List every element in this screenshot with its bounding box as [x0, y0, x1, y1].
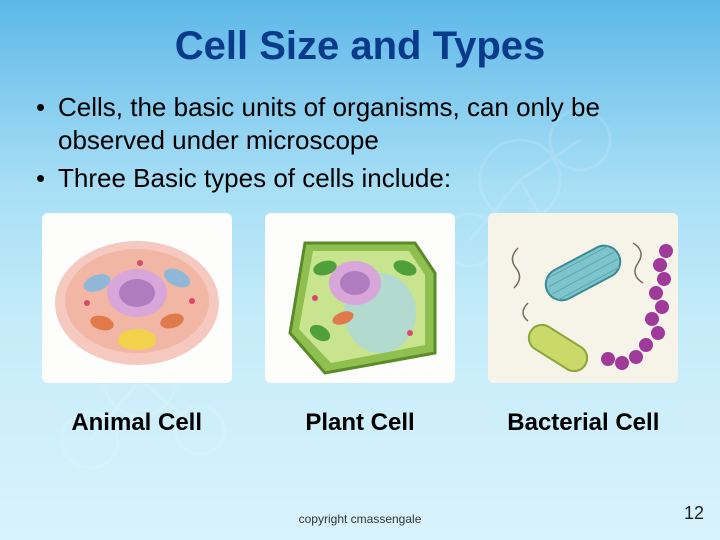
plant-cell-image — [265, 213, 455, 383]
bacterial-cell-column: Bacterial Cell — [477, 213, 690, 437]
slide-title: Cell Size and Types — [30, 24, 690, 69]
bullet-item: Three Basic types of cells include: — [36, 162, 690, 195]
animal-cell-label: Animal Cell — [71, 409, 202, 437]
slide: Cell Size and Types Cells, the basic uni… — [0, 0, 720, 540]
bullet-list: Cells, the basic units of organisms, can… — [30, 91, 690, 195]
animal-cell-column: Animal Cell — [30, 213, 243, 437]
bullet-item: Cells, the basic units of organisms, can… — [36, 91, 690, 156]
plant-cell-label: Plant Cell — [305, 409, 414, 437]
bacterial-cell-image — [488, 213, 678, 383]
plant-cell-column: Plant Cell — [253, 213, 466, 437]
page-number: 12 — [684, 503, 704, 524]
animal-cell-image — [42, 213, 232, 383]
copyright-text: copyright cmassengale — [299, 512, 422, 526]
bacterial-cell-label: Bacterial Cell — [507, 409, 659, 437]
cell-images-row: Animal Cell Plant Cell — [30, 213, 690, 437]
